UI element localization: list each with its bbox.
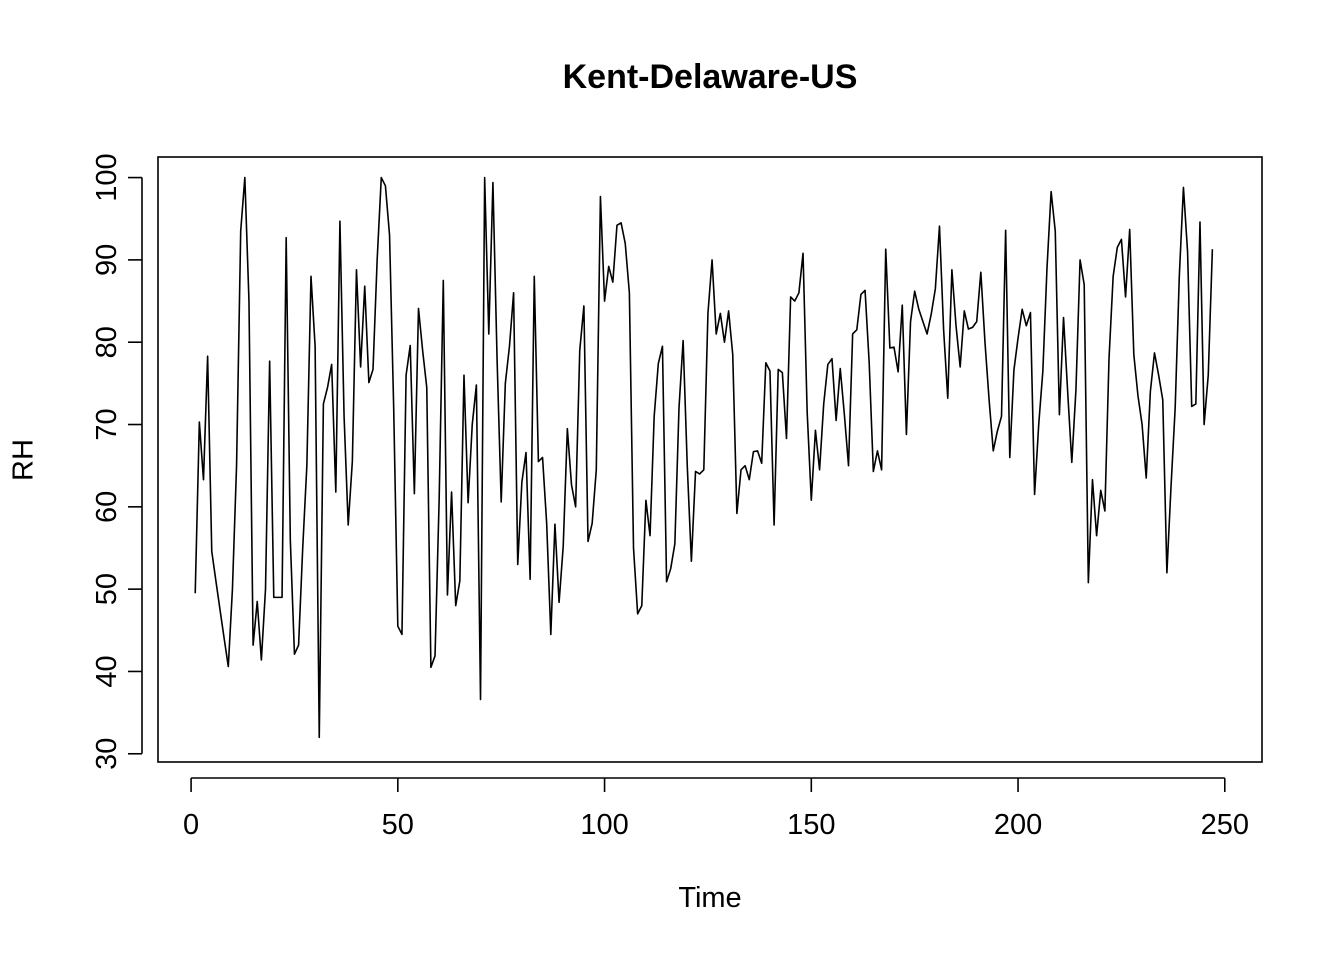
y-tick-label: 80 xyxy=(91,326,123,358)
y-tick-label: 90 xyxy=(91,244,123,276)
y-tick-label: 50 xyxy=(91,573,123,605)
y-tick-label: 30 xyxy=(91,738,123,770)
x-tick-label: 250 xyxy=(1201,809,1249,841)
x-tick-label: 200 xyxy=(994,809,1042,841)
y-tick-label: 60 xyxy=(91,491,123,523)
y-tick-label: 100 xyxy=(91,153,123,201)
x-axis-label: Time xyxy=(678,882,742,914)
y-tick-label: 70 xyxy=(91,408,123,440)
y-tick-label: 40 xyxy=(91,655,123,687)
plot-frame xyxy=(157,156,1263,763)
x-tick-label: 0 xyxy=(183,809,199,841)
series-line xyxy=(194,176,1214,739)
x-tick-label: 150 xyxy=(787,809,835,841)
x-tick-label: 50 xyxy=(382,809,414,841)
chart-title: Kent-Delaware-US xyxy=(562,58,858,96)
x-tick-label: 100 xyxy=(580,809,628,841)
